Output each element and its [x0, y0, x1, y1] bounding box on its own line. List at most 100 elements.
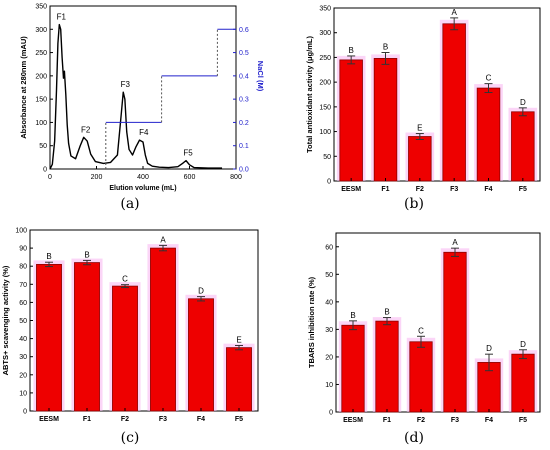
significance-letter-d: A	[452, 238, 458, 247]
bar-c	[112, 285, 138, 412]
y2-tick-label-a: 0.3	[239, 97, 249, 104]
plot-frame-b	[333, 7, 541, 182]
significance-letter-d: B	[350, 311, 355, 320]
panel-label-a: (a)	[120, 196, 140, 212]
x-tick-label-b: F2	[416, 186, 424, 193]
peak-label-f4: F4	[139, 128, 149, 137]
y-tick-label-b: 250	[319, 55, 331, 62]
x-tick-label-b: F5	[519, 186, 527, 193]
x-tick-label-c: F2	[121, 416, 129, 423]
x-tick-label-d: F1	[383, 417, 391, 424]
x-tick-label-b: F3	[450, 186, 458, 193]
significance-letter-c: D	[198, 287, 204, 296]
y-tick-label-c: 40	[19, 336, 27, 343]
significance-letter-b: B	[348, 46, 353, 55]
y-tick-label-a: 150	[35, 97, 47, 104]
x-tick-label-a: 800	[230, 174, 242, 181]
peak-label-f3: F3	[121, 80, 131, 89]
bar-c	[188, 298, 214, 412]
significance-letter-c: A	[160, 235, 166, 244]
x-axis-label-a: Elution volume (mL)	[109, 185, 176, 192]
y2-tick-label-a: 0.4	[239, 73, 249, 80]
panel-label-b: (b)	[404, 196, 424, 212]
bar-b	[408, 136, 432, 182]
bar-b	[476, 87, 501, 182]
plot-frame-d	[335, 232, 541, 413]
peak-label-f5: F5	[183, 149, 193, 158]
bar-d	[375, 320, 399, 413]
x-tick-label-d: F2	[417, 417, 425, 424]
y-tick-label-d: 40	[325, 299, 333, 306]
y-tick-label-a: 200	[35, 73, 47, 80]
y-axis-label-b: Total antioxidant activity (μg/mL)	[305, 36, 314, 153]
y-tick-label-c: 60	[19, 300, 27, 307]
y-tick-label-b: 0	[327, 179, 331, 186]
y-tick-label-a: 300	[35, 27, 47, 34]
y-tick-label-a: 50	[39, 143, 47, 150]
panel-label-d: (d)	[404, 430, 424, 446]
y-tick-label-d: 20	[325, 354, 333, 361]
significance-letter-d: C	[418, 326, 424, 335]
significance-letter-d: B	[384, 308, 389, 317]
x-tick-label-d: EESM	[343, 417, 363, 424]
y-tick-label-a: 250	[35, 50, 47, 57]
y-axis-label-a: Absorbance at 280nm (mAU)	[19, 36, 28, 139]
y-tick-label-c: 80	[19, 264, 27, 271]
y-tick-label-a: 0	[43, 167, 47, 174]
bar-c	[150, 247, 176, 412]
y-tick-label-c: 30	[19, 354, 27, 361]
bar-c	[36, 263, 62, 412]
y2-tick-label-a: 0.0	[239, 167, 249, 174]
y-tick-label-c: 10	[19, 390, 27, 397]
y-tick-label-c: 0	[23, 409, 27, 416]
bar-b	[373, 58, 398, 182]
x-tick-label-b: F4	[484, 186, 492, 193]
significance-letter-d: D	[486, 344, 492, 353]
significance-letter-b: B	[383, 42, 388, 51]
y-tick-label-b: 150	[319, 104, 331, 111]
significance-letter-b: A	[451, 8, 457, 17]
x-tick-label-c: F5	[235, 416, 243, 423]
bar-d	[511, 353, 535, 413]
significance-letter-c: B	[46, 252, 51, 261]
x-tick-label-d: F3	[451, 417, 459, 424]
x-tick-label-b: F1	[381, 186, 389, 193]
x-tick-label-c: EESM	[39, 416, 59, 423]
y-axis-label-d: TBARS inhibition rate (%)	[307, 276, 316, 368]
bar-d	[409, 341, 433, 413]
bar-b	[339, 59, 363, 182]
panel-label-c: (c)	[120, 430, 140, 446]
significance-letter-c: E	[236, 335, 241, 344]
y-tick-label-d: 10	[325, 382, 333, 389]
significance-letter-d: D	[520, 340, 526, 349]
bar-b	[442, 23, 466, 182]
y2-tick-label-a: 0.1	[239, 143, 249, 150]
significance-letter-c: B	[84, 250, 89, 259]
x-tick-label-d: F5	[519, 417, 527, 424]
y-tick-label-a: 350	[35, 4, 47, 11]
bar-c	[226, 347, 252, 412]
x-tick-label-a: 200	[91, 174, 103, 181]
y2-axis-label-a: NaCl (M)	[256, 61, 265, 92]
x-tick-label-a: 0	[48, 174, 52, 181]
bar-c	[74, 262, 100, 412]
significance-letter-c: C	[122, 275, 128, 284]
significance-letter-b: E	[417, 124, 422, 133]
significance-letter-b: C	[486, 74, 492, 83]
x-tick-label-c: F1	[83, 416, 91, 423]
y-tick-label-b: 50	[323, 154, 331, 161]
y-tick-label-a: 100	[35, 120, 47, 127]
x-tick-label-a: 600	[184, 174, 196, 181]
y-tick-label-b: 200	[319, 80, 331, 87]
y2-tick-label-a: 0.5	[239, 50, 249, 57]
y-tick-label-d: 0	[329, 410, 333, 417]
y-tick-label-c: 90	[19, 246, 27, 253]
x-tick-label-c: F4	[197, 416, 205, 423]
x-tick-label-d: F4	[485, 417, 493, 424]
x-tick-label-c: F3	[159, 416, 167, 423]
y-tick-label-c: 50	[19, 318, 27, 325]
y-tick-label-d: 60	[325, 244, 333, 251]
absorbance-line	[49, 23, 223, 170]
y-tick-label-c: 100	[15, 228, 27, 235]
y-tick-label-b: 300	[319, 30, 331, 37]
